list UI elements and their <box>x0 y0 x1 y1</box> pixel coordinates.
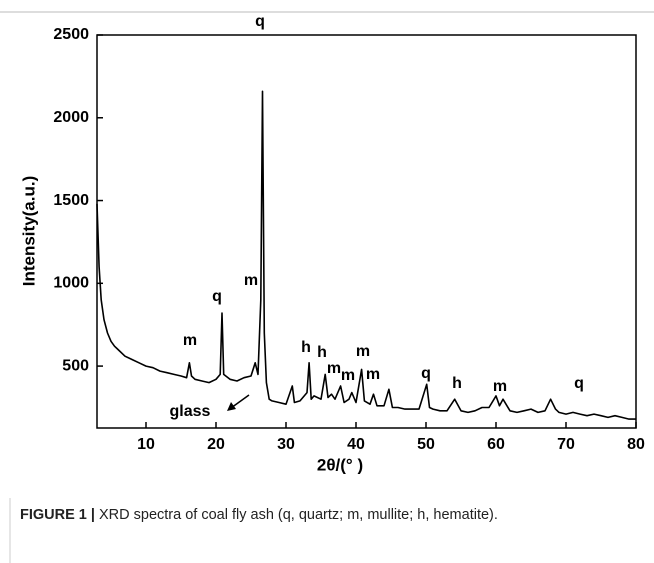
caption-label: FIGURE 1 | <box>20 507 95 523</box>
x-tick-label: 60 <box>487 436 505 453</box>
y-axis-label: Intensity(a.u.) <box>19 176 38 287</box>
peak-annotation: m <box>244 272 258 289</box>
plot-frame <box>96 34 637 429</box>
y-tick-label: 2500 <box>53 26 89 43</box>
x-tick-label: 70 <box>557 436 575 453</box>
peak-annotation: q <box>421 365 431 382</box>
caption: FIGURE 1 | XRD spectra of coal fly ash (… <box>20 505 610 526</box>
y-tick-label: 1000 <box>53 275 89 292</box>
peak-annotation: m <box>183 332 197 349</box>
peak-annotation: h <box>452 375 462 392</box>
y-tick-label: 500 <box>62 357 89 374</box>
y-tick-label: 1500 <box>53 192 89 209</box>
peak-annotation: q <box>212 288 222 305</box>
peak-annotation: glass <box>170 403 211 420</box>
peak-annotation: h <box>317 344 327 361</box>
peak-annotation: m <box>493 378 507 395</box>
peak-annotation: m <box>366 366 380 383</box>
peak-annotation: m <box>356 343 370 360</box>
spectrum-line <box>96 90 636 420</box>
peak-annotation: q <box>574 375 584 392</box>
y-tick-label: 2000 <box>53 109 89 126</box>
x-tick-label: 20 <box>207 436 225 453</box>
peak-annotation: m <box>341 367 355 384</box>
peak-annotation: q <box>255 13 265 30</box>
glass-arrow <box>230 394 250 409</box>
x-axis-label: 2θ/(° ) <box>317 455 363 474</box>
chart: 2θ/(° ) Intensity(a.u.) 500 1000 1500 2000 2… <box>0 11 654 474</box>
glass-arrowhead <box>227 402 236 411</box>
x-tick-label: 80 <box>627 436 645 453</box>
x-tick-label: 10 <box>137 436 155 453</box>
x-tick-label: 50 <box>417 436 435 453</box>
caption-text: XRD spectra of coal fly ash (q, quartz; … <box>99 507 498 523</box>
x-tick-label: 30 <box>277 436 295 453</box>
peak-annotation: h <box>301 339 311 356</box>
x-tick-label: 40 <box>347 436 365 453</box>
peak-annotation: m <box>327 360 341 377</box>
